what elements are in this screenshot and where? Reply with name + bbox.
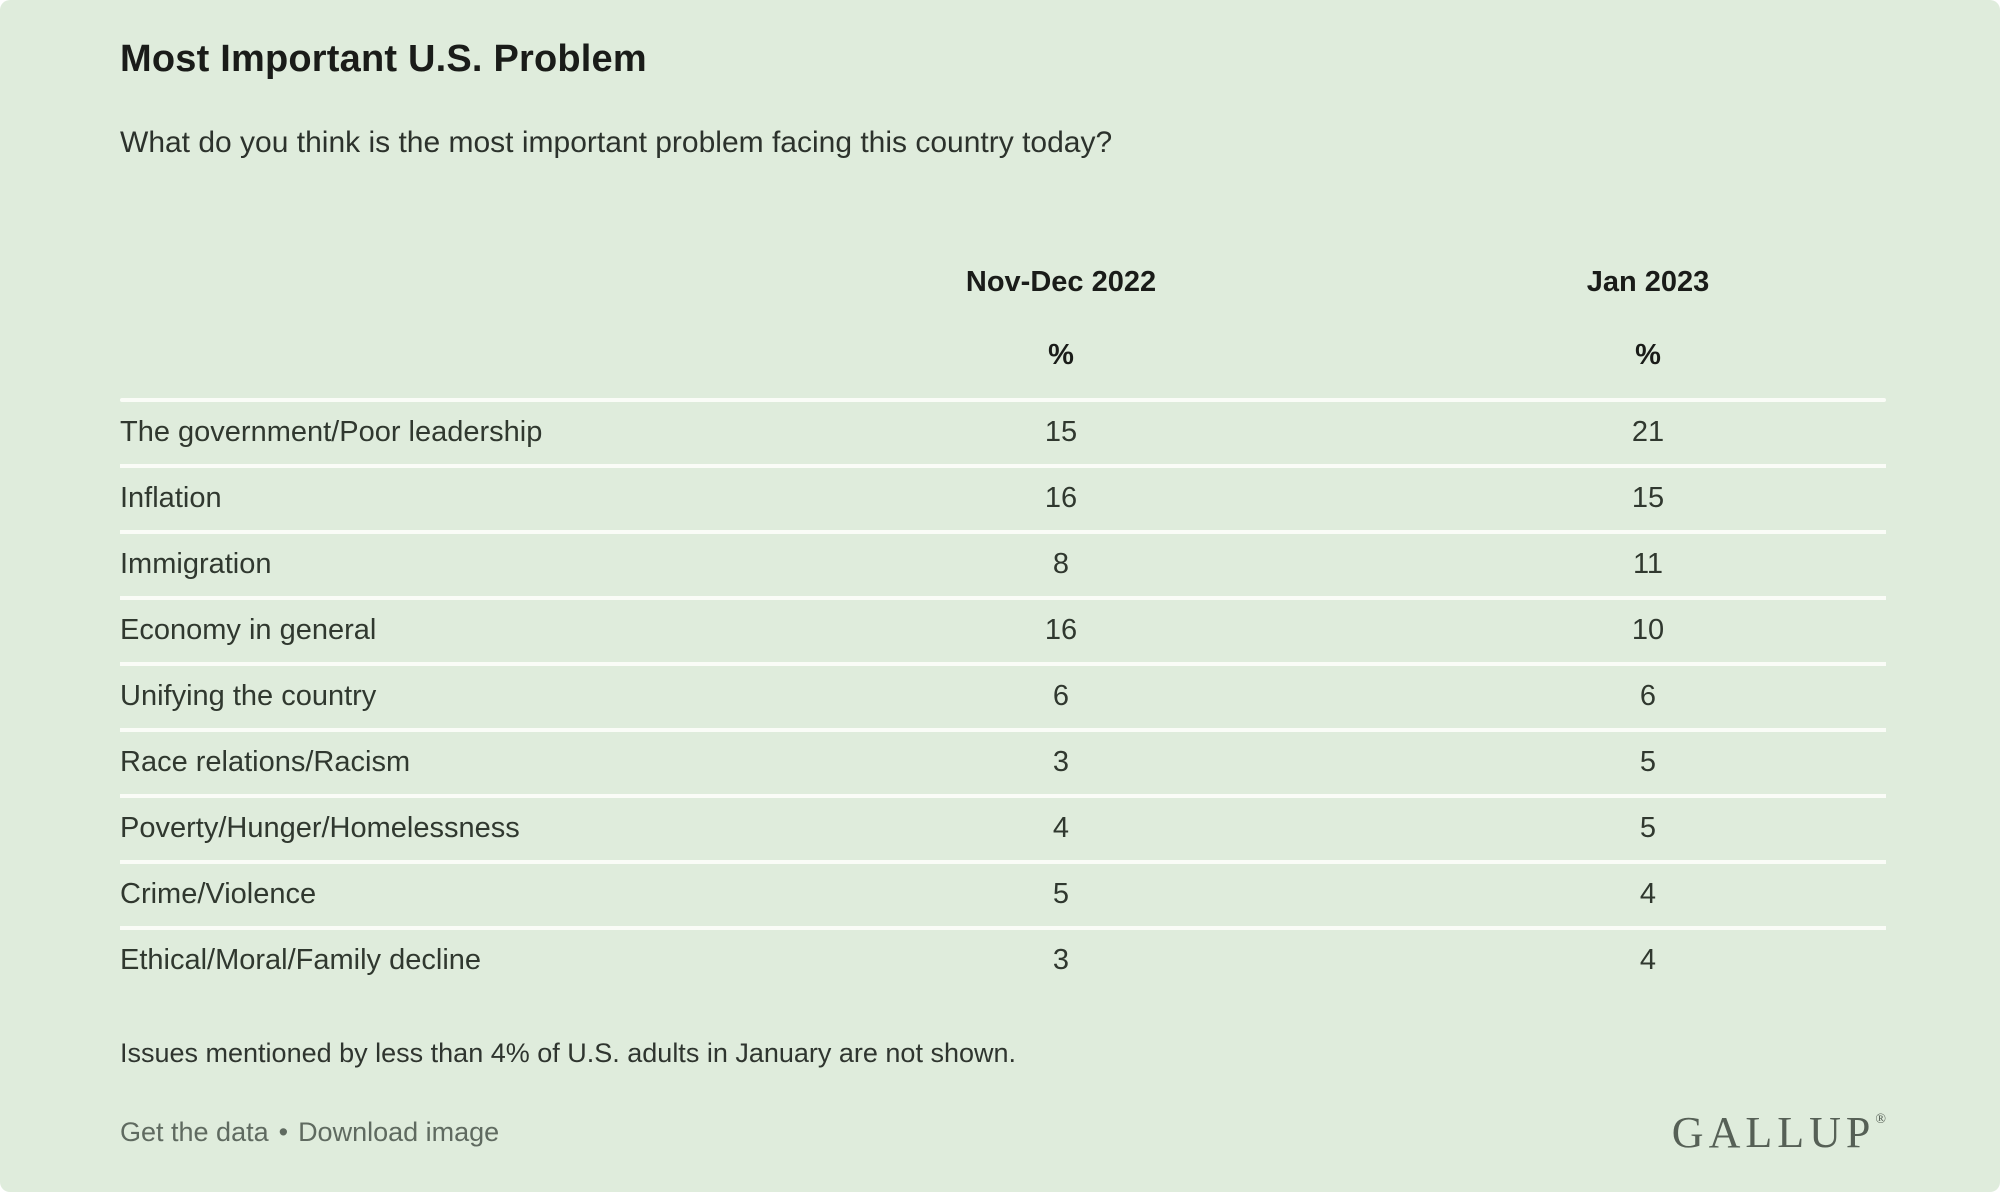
table-header-row: Nov-Dec 2022 Jan 2023 [120, 262, 1886, 302]
chart-footer: Get the data • Download image GALLUP® [120, 1107, 1886, 1157]
row-value-jan2023: 6 [1639, 680, 1657, 713]
row-value-jan2023: 4 [1639, 944, 1657, 977]
data-table: Nov-Dec 2022 Jan 2023 % % The government… [120, 262, 1886, 992]
table-row: Economy in general 16 10 [120, 595, 1886, 662]
row-value-jan2023: 11 [1632, 548, 1664, 581]
registered-trademark-mark: ® [1875, 1111, 1886, 1127]
table-top-divider [120, 397, 1886, 402]
row-label: Crime/Violence [120, 878, 317, 911]
row-label: Poverty/Hunger/Homelessness [120, 812, 520, 845]
chart-footnote: Issues mentioned by less than 4% of U.S.… [120, 1037, 1016, 1068]
row-label: Economy in general [120, 614, 377, 647]
column-header-novdec2022: Nov-Dec 2022 [965, 265, 1157, 298]
row-value-jan2023: 10 [1631, 614, 1665, 647]
row-value-novdec2022: 3 [1052, 944, 1070, 977]
get-the-data-link[interactable]: Get the data [120, 1117, 269, 1148]
row-label: The government/Poor leadership [120, 416, 543, 449]
download-image-link[interactable]: Download image [298, 1117, 500, 1148]
gallup-logo-text: GALLUP [1671, 1107, 1876, 1157]
row-value-jan2023: 21 [1631, 416, 1665, 449]
table-row: Poverty/Hunger/Homelessness 4 5 [120, 793, 1886, 860]
table-unit-row: % % [120, 335, 1886, 375]
table-row: The government/Poor leadership 15 21 [120, 402, 1886, 464]
row-value-novdec2022: 3 [1052, 746, 1070, 779]
row-value-novdec2022: 16 [1044, 614, 1078, 647]
footer-links-separator: • [278, 1117, 289, 1148]
unit-spacer [120, 335, 712, 375]
row-label: Unifying the country [120, 680, 377, 713]
table-row: Crime/Violence 5 4 [120, 859, 1886, 926]
row-value-jan2023: 4 [1639, 878, 1657, 911]
footer-links: Get the data • Download image [120, 1117, 499, 1148]
row-value-novdec2022: 15 [1044, 416, 1078, 449]
table-body: The government/Poor leadership 15 21 Inflat… [120, 402, 1886, 992]
row-label: Race relations/Racism [120, 746, 411, 779]
row-label: Immigration [120, 548, 272, 581]
table-row: Race relations/Racism 3 5 [120, 727, 1886, 794]
label-column-header [120, 262, 712, 302]
table-row: Unifying the country 6 6 [120, 661, 1886, 728]
unit-label-jan2023: % [1635, 338, 1661, 371]
table-row: Ethical/Moral/Family decline 3 4 [120, 925, 1886, 992]
row-value-novdec2022: 5 [1052, 878, 1070, 911]
gallup-logo: GALLUP® [1671, 1107, 1886, 1157]
table-row: Immigration 8 11 [120, 529, 1886, 596]
page-subtitle: What do you think is the most important … [120, 125, 1113, 159]
row-label: Ethical/Moral/Family decline [120, 944, 482, 977]
table-row: Inflation 16 15 [120, 463, 1886, 530]
row-value-jan2023: 5 [1639, 812, 1657, 845]
row-value-novdec2022: 8 [1052, 548, 1070, 581]
unit-label-novdec2022: % [1048, 338, 1074, 371]
row-value-novdec2022: 16 [1044, 482, 1078, 515]
row-value-jan2023: 5 [1639, 746, 1657, 779]
column-header-jan2023: Jan 2023 [1586, 265, 1710, 298]
row-value-jan2023: 15 [1631, 482, 1665, 515]
row-value-novdec2022: 4 [1052, 812, 1070, 845]
row-value-novdec2022: 6 [1052, 680, 1070, 713]
page-title: Most Important U.S. Problem [120, 38, 647, 80]
row-label: Inflation [120, 482, 222, 515]
